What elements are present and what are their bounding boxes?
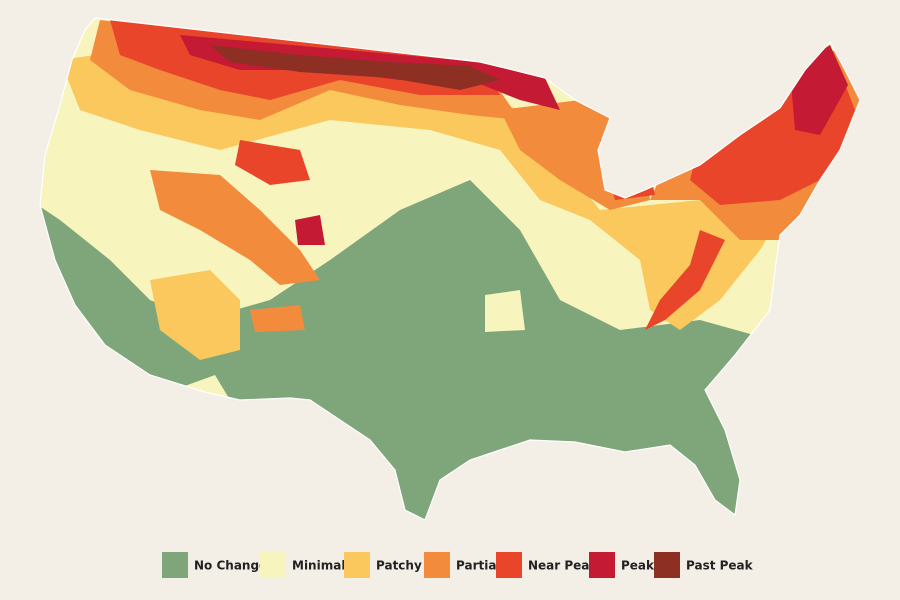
legend: No Change Minimal Patchy Partial Near Peak Pe…	[162, 552, 754, 578]
legend-label: Near Peak	[528, 559, 598, 573]
legend-label: Partial	[456, 559, 501, 573]
legend-label: Peak	[621, 559, 655, 573]
region	[235, 140, 310, 185]
region	[150, 170, 320, 285]
legend-swatch	[496, 552, 522, 578]
region	[485, 290, 525, 332]
legend-label: Patchy	[376, 559, 422, 573]
legend-swatch	[344, 552, 370, 578]
legend-swatch	[589, 552, 615, 578]
region	[295, 215, 325, 245]
region	[210, 45, 500, 90]
legend-label: No Change	[194, 559, 267, 573]
legend-label: Past Peak	[686, 559, 754, 573]
legend-label: Minimal	[292, 559, 345, 573]
region	[150, 270, 240, 360]
legend-swatch	[654, 552, 680, 578]
legend-swatch	[424, 552, 450, 578]
region	[645, 230, 725, 330]
legend-swatch	[260, 552, 286, 578]
legend-swatch	[162, 552, 188, 578]
region	[250, 305, 305, 332]
